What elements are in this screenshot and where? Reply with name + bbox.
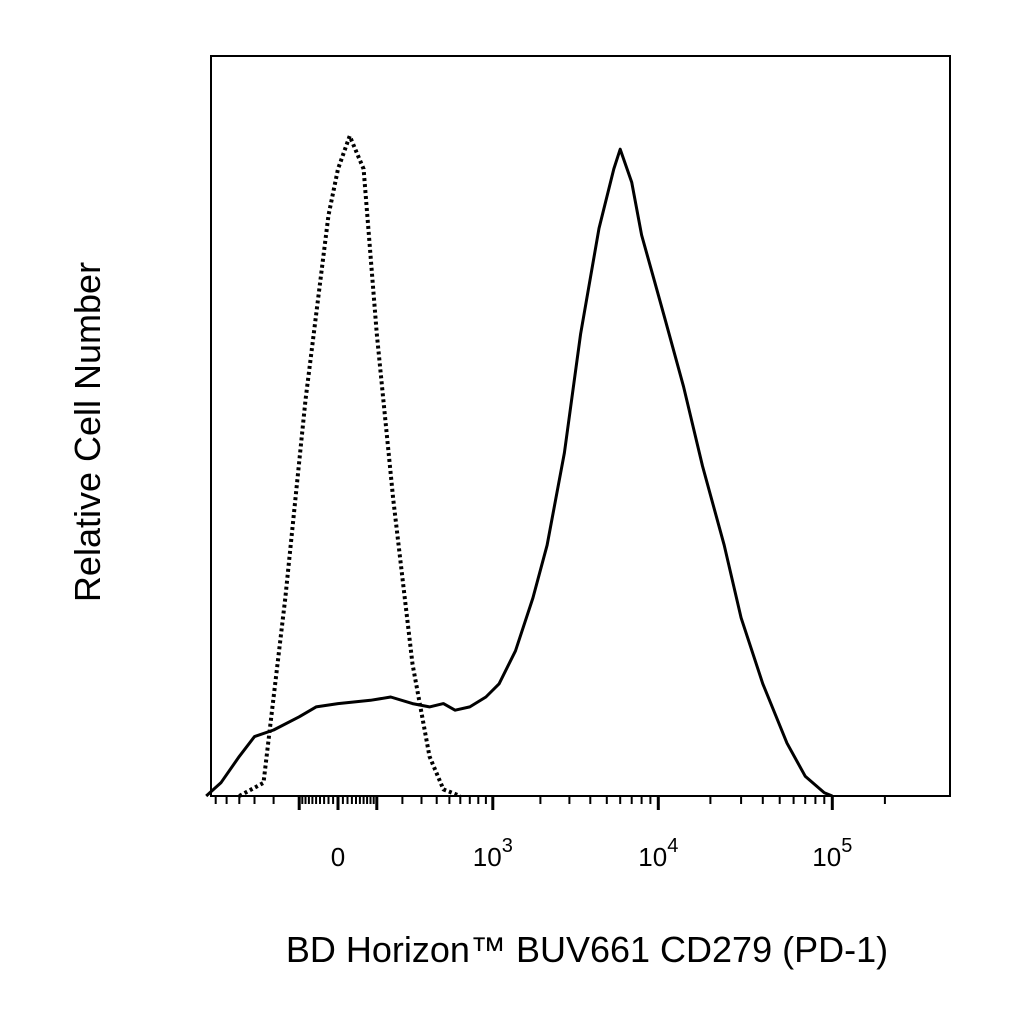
x-tick-label: 103 xyxy=(473,835,513,872)
x-tick-label: 0 xyxy=(331,842,345,872)
series-layer xyxy=(205,134,833,798)
stained-sample-series xyxy=(205,147,833,798)
isotype-control-series xyxy=(238,134,462,798)
minor-ticks xyxy=(214,796,886,804)
plot-frame xyxy=(210,55,951,797)
x-tick-label: 105 xyxy=(812,835,852,872)
x-axis-label: BD Horizon™ BUV661 CD279 (PD-1) xyxy=(286,929,888,970)
y-axis-label: Relative Cell Number xyxy=(67,262,108,602)
major-ticks xyxy=(297,796,834,810)
x-tick-label: 104 xyxy=(638,835,678,872)
x-tick-labels: 0 103 104 105 xyxy=(331,835,853,872)
